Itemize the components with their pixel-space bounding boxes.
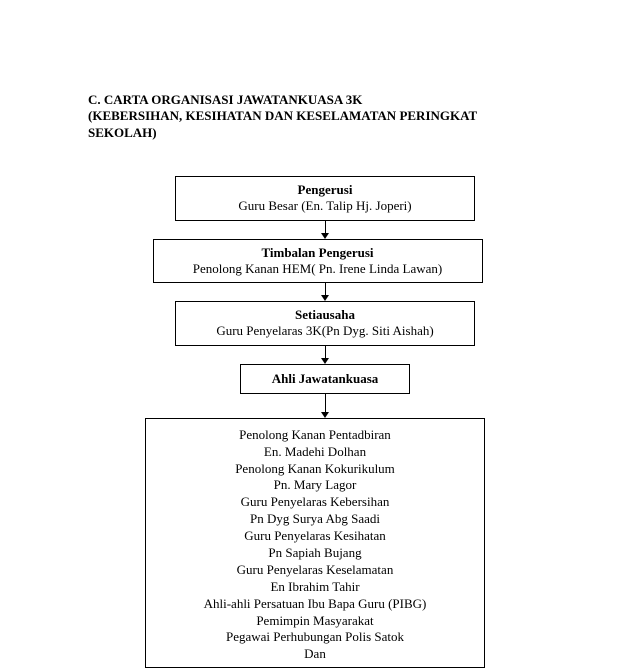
person-label: Penolong Kanan HEM( Pn. Irene Linda Lawa… [162,261,474,277]
member-line: En. Madehi Dolhan [154,444,476,461]
member-line: Pegawai Perhubungan Polis Satok [154,629,476,646]
member-line: Guru Penyelaras Kebersihan [154,494,476,511]
member-line: Penolong Kanan Kokurikulum [154,461,476,478]
role-label: Pengerusi [184,182,466,198]
person-label: Guru Besar (En. Talip Hj. Joperi) [184,198,466,214]
arrow-connector [320,346,330,364]
member-line: Pn Dyg Surya Abg Saadi [154,511,476,528]
org-box-members: Penolong Kanan Pentadbiran En. Madehi Do… [145,418,485,668]
member-line: Guru Penyelaras Kesihatan [154,528,476,545]
member-line: Pemimpin Masyarakat [154,613,476,630]
org-box-setiausaha: Setiausaha Guru Penyelaras 3K(Pn Dyg. Si… [175,301,475,346]
member-line: Pn. Mary Lagor [154,477,476,494]
title-line-1: C. CARTA ORGANISASI JAWATANKUASA 3K [88,92,548,108]
member-line: Ahli-ahli Persatuan Ibu Bapa Guru (PIBG) [154,596,476,613]
arrow-connector [320,394,330,418]
section-title: C. CARTA ORGANISASI JAWATANKUASA 3K (KEB… [88,92,548,141]
person-label: Guru Penyelaras 3K(Pn Dyg. Siti Aishah) [184,323,466,339]
title-line-2: (KEBERSIHAN, KESIHATAN DAN KESELAMATAN P… [88,108,548,141]
role-label: Ahli Jawatankuasa [249,371,401,387]
org-box-pengerusi: Pengerusi Guru Besar (En. Talip Hj. Jope… [175,176,475,221]
arrow-connector [320,221,330,239]
member-line: Dan [154,646,476,663]
role-label: Setiausaha [184,307,466,323]
org-box-ahli: Ahli Jawatankuasa [240,364,410,394]
member-line: Pn Sapiah Bujang [154,545,476,562]
member-line: Penolong Kanan Pentadbiran [154,427,476,444]
member-line: Guru Penyelaras Keselamatan [154,562,476,579]
org-box-timbalan: Timbalan Pengerusi Penolong Kanan HEM( P… [153,239,483,284]
arrow-connector [320,283,330,301]
role-label: Timbalan Pengerusi [162,245,474,261]
member-line: En Ibrahim Tahir [154,579,476,596]
org-chart: Pengerusi Guru Besar (En. Talip Hj. Jope… [170,176,480,668]
